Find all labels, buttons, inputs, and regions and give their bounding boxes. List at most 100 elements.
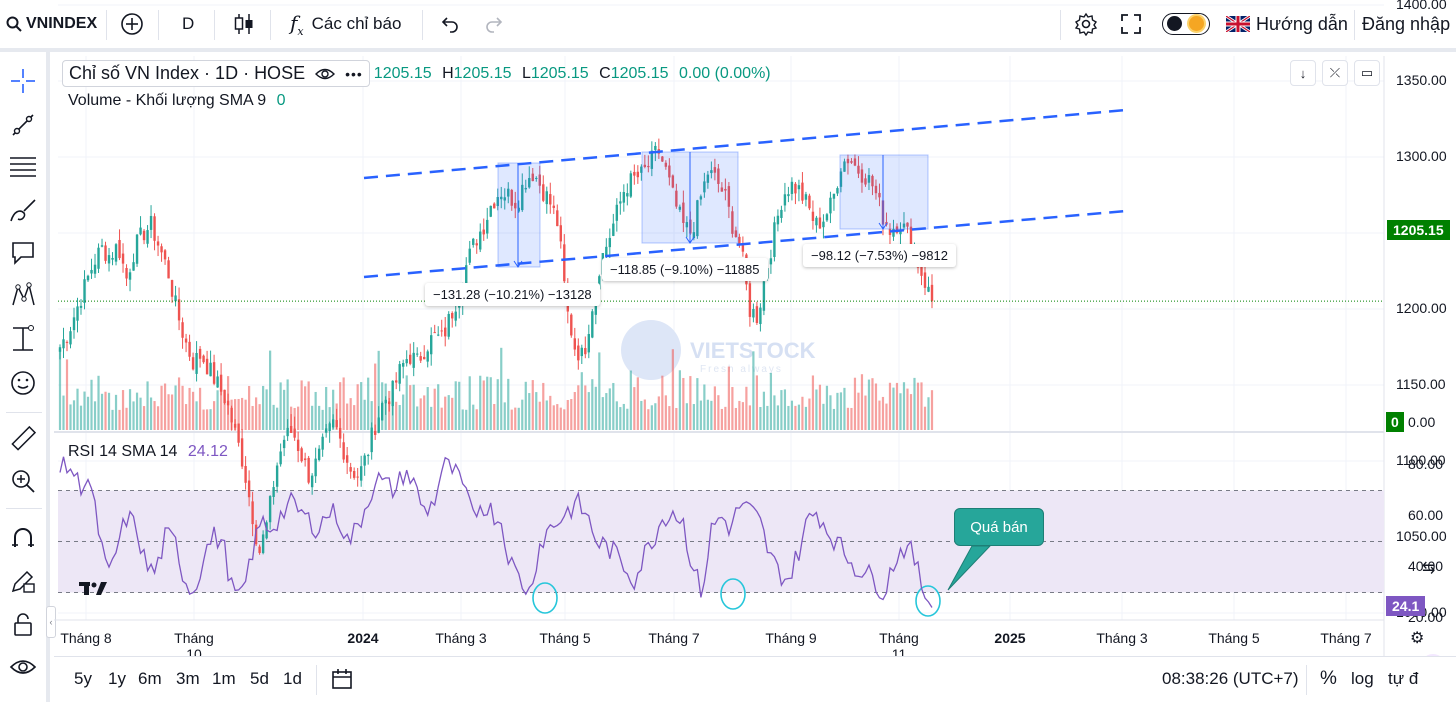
- measure-label-1[interactable]: −131.28 (−10.21%) −13128: [425, 283, 600, 306]
- symbol-legend-box[interactable]: Chỉ số VN Index · 1D · HOSE •••: [62, 60, 370, 87]
- collapse-toolbar-handle[interactable]: ‹: [46, 606, 56, 638]
- volume-bar: [237, 398, 240, 430]
- volume-bar: [535, 392, 538, 430]
- settings-small-button[interactable]: ⚙: [1410, 628, 1424, 648]
- volume-bar: [902, 382, 906, 430]
- percent-toggle[interactable]: %: [1320, 668, 1337, 689]
- candle-body: [482, 229, 485, 235]
- range-button-1d[interactable]: 1d: [283, 669, 302, 688]
- sync-icon: ⇆: [1422, 560, 1436, 577]
- candle-body: [899, 231, 902, 235]
- volume-bar: [465, 409, 468, 430]
- candle-body: [167, 260, 170, 279]
- candle-body: [359, 466, 363, 481]
- range-button-5d[interactable]: 5d: [250, 669, 269, 688]
- maximize-icon: ▭: [1360, 65, 1374, 80]
- candle-body: [156, 241, 160, 246]
- volume-bar: [556, 404, 559, 430]
- brush-tool[interactable]: [8, 196, 38, 226]
- range-button-3m[interactable]: 3m: [176, 669, 200, 688]
- candle-body: [559, 225, 562, 242]
- goto-date-button[interactable]: [330, 657, 354, 701]
- trend-line-tool[interactable]: [8, 110, 38, 140]
- range-button-1y[interactable]: 1y: [108, 669, 126, 688]
- candle-body: [437, 334, 440, 336]
- sync-button[interactable]: ⇆: [1422, 558, 1444, 580]
- emoji-tool[interactable]: [8, 368, 38, 398]
- range-button-6m[interactable]: 6m: [138, 669, 162, 688]
- range-button-5y[interactable]: 5y: [74, 669, 92, 688]
- candle-body: [181, 322, 184, 338]
- scroll-down-button[interactable]: ↓: [1290, 60, 1316, 86]
- pattern-tool[interactable]: [8, 280, 38, 310]
- candle-body: [843, 161, 846, 172]
- volume-bar: [167, 394, 170, 430]
- measure-arrow-head: [878, 222, 888, 230]
- fib-tool[interactable]: [8, 152, 38, 182]
- eye-icon[interactable]: [315, 67, 336, 81]
- candle-body: [331, 419, 335, 428]
- lock-drawings-tool[interactable]: [8, 610, 38, 640]
- guide-button[interactable]: Hướng dẫn: [1226, 0, 1348, 48]
- theme-toggle[interactable]: [1162, 0, 1210, 48]
- settings-button[interactable]: [1074, 0, 1098, 48]
- legend-volume[interactable]: Volume - Khối lượng SMA 9 0: [68, 92, 286, 110]
- volume-bar: [594, 386, 597, 430]
- candle-body: [233, 423, 237, 428]
- oversold-circle: [532, 582, 558, 614]
- add-symbol-button[interactable]: [120, 0, 144, 48]
- volume-bar: [307, 381, 310, 430]
- legend-rsi[interactable]: RSI 14 SMA 14 24.12: [68, 443, 228, 461]
- measure-label-3[interactable]: −98.12 (−7.53%) −9812: [803, 244, 956, 267]
- interval-button[interactable]: D: [182, 14, 195, 33]
- candle-body: [496, 197, 499, 207]
- volume-bar: [559, 407, 562, 430]
- forecast-tool[interactable]: [8, 324, 38, 354]
- symbol-search[interactable]: VNINDEX: [6, 0, 97, 48]
- redo-button[interactable]: [484, 0, 504, 48]
- log-toggle[interactable]: log: [1351, 669, 1374, 688]
- price-tick-label: 1150.00: [1396, 376, 1446, 392]
- tradingview-logo[interactable]: [76, 576, 110, 600]
- candle-body: [930, 284, 934, 302]
- measure-tool[interactable]: [8, 424, 38, 454]
- crosshair-tool[interactable]: [8, 66, 38, 96]
- crosshair-icon: [11, 69, 35, 93]
- auto-toggle[interactable]: tự đ: [1388, 669, 1419, 688]
- candle-body: [734, 230, 738, 237]
- oversold-callout[interactable]: Quá bán: [954, 508, 1044, 546]
- volume-bar: [538, 401, 541, 430]
- volume-bar: [377, 350, 380, 430]
- volume-bar: [874, 383, 878, 430]
- fullscreen-button[interactable]: [1120, 0, 1142, 48]
- legend-main: Chỉ số VN Index · 1D · HOSE ••• 1205.15 …: [62, 60, 771, 87]
- magnet-tool[interactable]: [8, 524, 38, 554]
- volume-bar: [605, 393, 608, 430]
- login-button[interactable]: Đăng nhập: [1362, 13, 1451, 34]
- candle-body: [797, 185, 801, 190]
- text-tool[interactable]: [8, 238, 38, 268]
- range-button-1m[interactable]: 1m: [212, 669, 236, 688]
- chart-type-button[interactable]: [233, 0, 255, 48]
- stay-in-drawing-tool[interactable]: [8, 566, 38, 596]
- volume-bar: [685, 403, 688, 430]
- maximize-pane-button[interactable]: ▭: [1354, 60, 1380, 86]
- candle-body: [93, 264, 97, 274]
- more-icon[interactable]: •••: [345, 65, 363, 82]
- candle-body: [401, 362, 405, 367]
- candle-body: [132, 262, 135, 271]
- measure-label-2[interactable]: −118.85 (−9.10%) −11885: [602, 258, 768, 281]
- hide-drawings-tool[interactable]: [8, 652, 38, 682]
- collapse-pane-button[interactable]: ⤫: [1322, 60, 1348, 86]
- volume-bar: [864, 395, 867, 430]
- watermark-subtext: Fresh always: [700, 364, 783, 375]
- candle-body: [426, 351, 429, 362]
- volume-bar: [927, 397, 930, 430]
- indicators-button[interactable]: fx Các chỉ báo: [290, 0, 401, 48]
- clock-timezone[interactable]: 08:38:26 (UTC+7): [1162, 669, 1299, 688]
- volume-bar: [510, 409, 513, 430]
- zoom-in-tool[interactable]: [8, 466, 38, 496]
- candle-body: [769, 258, 773, 265]
- undo-button[interactable]: [440, 0, 460, 48]
